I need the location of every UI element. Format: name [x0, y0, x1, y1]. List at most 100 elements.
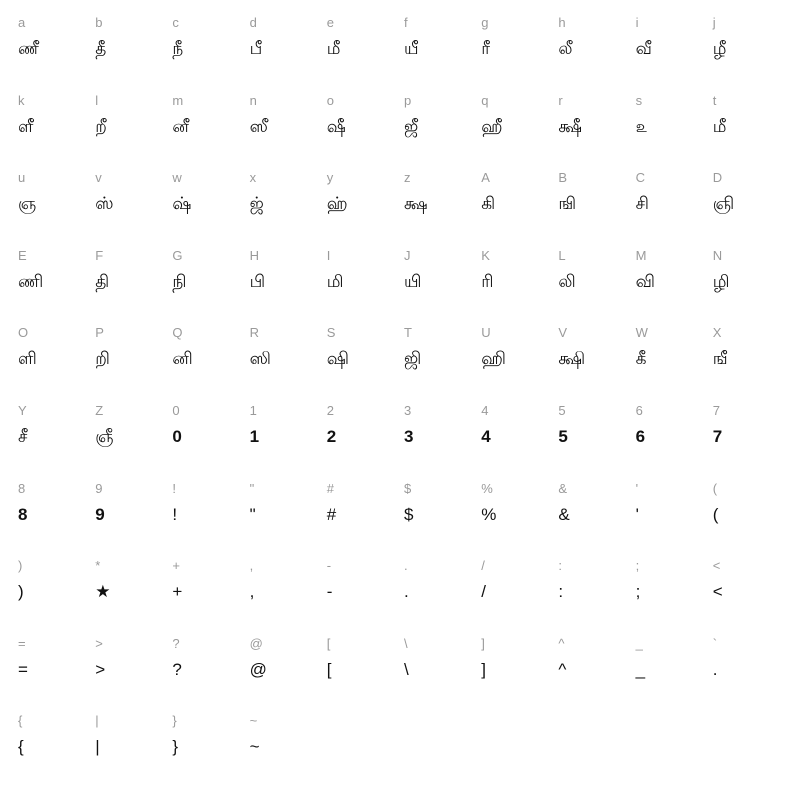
char-cell: 11 [250, 402, 327, 480]
char-cell: :: [558, 557, 635, 635]
char-key-label: 1 [250, 404, 257, 417]
char-key-label: s [636, 94, 643, 107]
char-glyph: 5 [558, 427, 567, 447]
char-key-label: T [404, 326, 412, 339]
char-cell: ~~ [250, 712, 327, 790]
char-key-label: P [95, 326, 104, 339]
char-key-label: ] [481, 637, 485, 650]
char-cell: tமீ [713, 92, 790, 170]
char-glyph: - [327, 582, 333, 602]
char-glyph: கீ [636, 349, 647, 369]
char-cell: hலீ [558, 14, 635, 92]
char-cell: Kரி [481, 247, 558, 325]
char-key-label: a [18, 16, 25, 29]
char-key-label: 7 [713, 404, 720, 417]
char-key-label: b [95, 16, 102, 29]
char-cell: wஷ் [172, 169, 249, 247]
char-key-label: W [636, 326, 648, 339]
char-key-label: J [404, 249, 411, 262]
char-glyph: ( [713, 505, 719, 525]
char-glyph: & [558, 505, 569, 525]
char-cell: zக்ஷ [404, 169, 481, 247]
char-key-label: D [713, 171, 722, 184]
char-glyph: 7 [713, 427, 722, 447]
char-glyph: மீ [327, 39, 341, 59]
char-glyph: ணி [18, 272, 43, 292]
char-key-label: f [404, 16, 408, 29]
char-cell: 99 [95, 480, 172, 558]
char-key-label: 2 [327, 404, 334, 417]
char-key-label: S [327, 326, 336, 339]
char-cell: *★ [95, 557, 172, 635]
char-cell: Mவி [636, 247, 713, 325]
char-glyph: க்ஷீ [558, 117, 582, 137]
char-key-label: { [18, 714, 22, 727]
char-key-label: } [172, 714, 176, 727]
char-cell: ^^ [558, 635, 635, 713]
char-glyph: ] [481, 660, 486, 680]
char-key-label: 9 [95, 482, 102, 495]
char-key-label: * [95, 559, 100, 572]
char-cell: Cசி [636, 169, 713, 247]
char-key-label: ` [713, 637, 717, 650]
char-glyph: 9 [95, 505, 104, 525]
char-glyph: > [95, 660, 105, 680]
char-key-label: q [481, 94, 488, 107]
char-cell: 22 [327, 402, 404, 480]
char-glyph: ழீ [713, 39, 727, 59]
char-glyph: 4 [481, 427, 490, 447]
char-glyph: பி [250, 272, 266, 292]
char-key-label: c [172, 16, 179, 29]
char-cell: kளீ [18, 92, 95, 170]
char-key-label: ! [172, 482, 176, 495]
char-key-label: e [327, 16, 334, 29]
char-key-label: t [713, 94, 717, 107]
char-key-label: ; [636, 559, 640, 572]
char-cell: b தீ [95, 14, 172, 92]
char-cell: Eணி [18, 247, 95, 325]
char-glyph: ழி [713, 272, 730, 292]
char-glyph: ★ [95, 582, 110, 602]
char-glyph: : [558, 582, 563, 602]
char-cell: Tஜி [404, 324, 481, 402]
char-glyph: [ [327, 660, 332, 680]
char-key-label: > [95, 637, 103, 650]
char-glyph: வி [636, 272, 655, 292]
char-glyph: ? [172, 660, 181, 680]
char-glyph: ஸீ [250, 117, 268, 137]
char-key-label: L [558, 249, 565, 262]
char-key-label: u [18, 171, 25, 184]
char-glyph: யி [404, 272, 421, 292]
char-key-label: - [327, 559, 331, 572]
char-key-label: & [558, 482, 567, 495]
char-cell: Gநி [172, 247, 249, 325]
char-cell: dபீ [250, 14, 327, 92]
char-cell: cநீ [172, 14, 249, 92]
char-key-label: 5 [558, 404, 565, 417]
char-key-label: r [558, 94, 562, 107]
char-cell: << [713, 557, 790, 635]
char-key-label: B [558, 171, 567, 184]
char-key-label: ) [18, 559, 22, 572]
char-cell: Dஞி [713, 169, 790, 247]
char-cell: pஜீ [404, 92, 481, 170]
char-glyph: ஹி [481, 349, 506, 369]
char-key-label: [ [327, 637, 331, 650]
char-key-label: w [172, 171, 181, 184]
char-key-label: G [172, 249, 182, 262]
char-key-label: K [481, 249, 490, 262]
char-key-label: j [713, 16, 716, 29]
char-cell: 44 [481, 402, 558, 480]
char-glyph: ணீ [18, 39, 39, 59]
char-glyph: தீ [95, 39, 106, 59]
char-cell: mனீ [172, 92, 249, 170]
char-glyph: ! [172, 505, 177, 525]
char-glyph: . [713, 660, 718, 680]
char-cell: s௨ [636, 92, 713, 170]
char-key-label: 3 [404, 404, 411, 417]
char-glyph: 8 [18, 505, 27, 525]
char-cell: !! [172, 480, 249, 558]
char-glyph: 6 [636, 427, 645, 447]
char-glyph: ஸி [250, 349, 271, 369]
char-glyph: ஹ் [327, 194, 348, 214]
